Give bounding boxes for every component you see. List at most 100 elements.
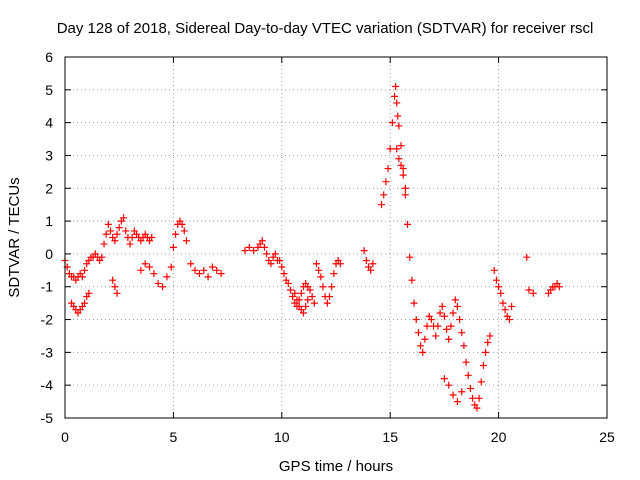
data-point (419, 348, 427, 356)
data-point (397, 142, 405, 150)
x-tick-label: 15 (382, 429, 398, 445)
data-point (213, 266, 221, 274)
data-point (449, 391, 457, 399)
data-point (434, 322, 442, 330)
y-tick-label: 2 (45, 180, 53, 196)
data-point (447, 322, 455, 330)
data-point (406, 253, 414, 261)
data-point (109, 276, 117, 284)
data-point (482, 348, 490, 356)
data-point (297, 289, 305, 297)
y-tick-label: -3 (41, 344, 54, 360)
data-point (328, 283, 336, 291)
data-point (436, 309, 444, 317)
data-point (180, 227, 188, 235)
data-point (310, 299, 318, 307)
data-point (445, 381, 453, 389)
data-point (304, 296, 312, 304)
data-point (475, 394, 483, 402)
data-point (525, 286, 533, 294)
data-point (453, 398, 461, 406)
data-point (460, 342, 468, 350)
data-point (319, 283, 327, 291)
data-point (440, 375, 448, 383)
data-point (280, 270, 288, 278)
data-point (208, 263, 216, 271)
data-point (423, 322, 431, 330)
data-point (401, 191, 409, 199)
data-point (195, 270, 203, 278)
data-point (141, 260, 149, 268)
data-point (98, 253, 106, 261)
data-point (395, 155, 403, 163)
chart-title: Day 128 of 2018, Sidereal Day-to-day VTE… (57, 20, 594, 37)
data-point (107, 227, 115, 235)
data-point (150, 270, 158, 278)
data-point (453, 302, 461, 310)
data-point (462, 358, 470, 366)
data-point (148, 234, 156, 241)
data-point (286, 286, 294, 294)
data-point (113, 230, 121, 238)
data-point (399, 171, 407, 179)
data-point (401, 184, 409, 192)
data-point (469, 394, 477, 402)
data-point (163, 273, 171, 281)
data-point (497, 289, 505, 297)
data-point (120, 214, 128, 222)
data-point (217, 270, 225, 278)
data-point (395, 122, 403, 130)
data-point (380, 191, 388, 199)
data-point (388, 119, 396, 127)
data-point (267, 260, 275, 268)
data-point (126, 240, 134, 248)
data-point (404, 220, 412, 228)
data-point (473, 404, 481, 412)
y-tick-label: -1 (41, 279, 54, 295)
data-point (312, 260, 320, 268)
y-tick-label: 5 (45, 82, 53, 98)
data-point (78, 273, 86, 281)
data-point (258, 237, 266, 245)
data-point (432, 332, 440, 340)
data-point (384, 165, 392, 173)
y-tick-label: 1 (45, 213, 53, 229)
data-point (508, 302, 516, 310)
data-point (299, 309, 307, 317)
data-point (438, 302, 446, 310)
data-point (378, 201, 386, 209)
data-point (315, 266, 323, 274)
x-tick-label: 10 (274, 429, 290, 445)
data-point (443, 325, 451, 333)
data-point (323, 299, 331, 307)
data-point (167, 263, 175, 271)
plot-frame (64, 56, 608, 419)
tick-labels: 0 5 10 15 20 25 -5 -4 -3 -2 -1 0 1 2 3 4 5 6 (41, 49, 615, 445)
data-point (414, 329, 422, 337)
data-point (410, 299, 418, 307)
data-point (466, 384, 474, 392)
y-axis-label: SDTVAR / TECUs (6, 177, 23, 297)
data-point (486, 332, 494, 340)
data-point (293, 296, 301, 304)
data-point (529, 289, 537, 297)
data-point (306, 286, 314, 294)
data-point (499, 299, 507, 307)
x-tick-label: 5 (170, 429, 178, 445)
data-point (382, 178, 390, 186)
data-point (367, 266, 375, 274)
data-point (336, 260, 344, 268)
data-point (278, 263, 286, 271)
x-axis-label: GPS time / hours (279, 458, 393, 475)
data-point (137, 266, 145, 274)
x-tick-label: 25 (599, 429, 615, 445)
data-point (241, 247, 249, 255)
data-point (362, 256, 370, 264)
data-point (456, 316, 464, 324)
data-point (276, 256, 284, 264)
data-point (191, 266, 199, 274)
data-points (61, 83, 563, 412)
data-point (479, 361, 487, 369)
data-point (81, 266, 89, 274)
